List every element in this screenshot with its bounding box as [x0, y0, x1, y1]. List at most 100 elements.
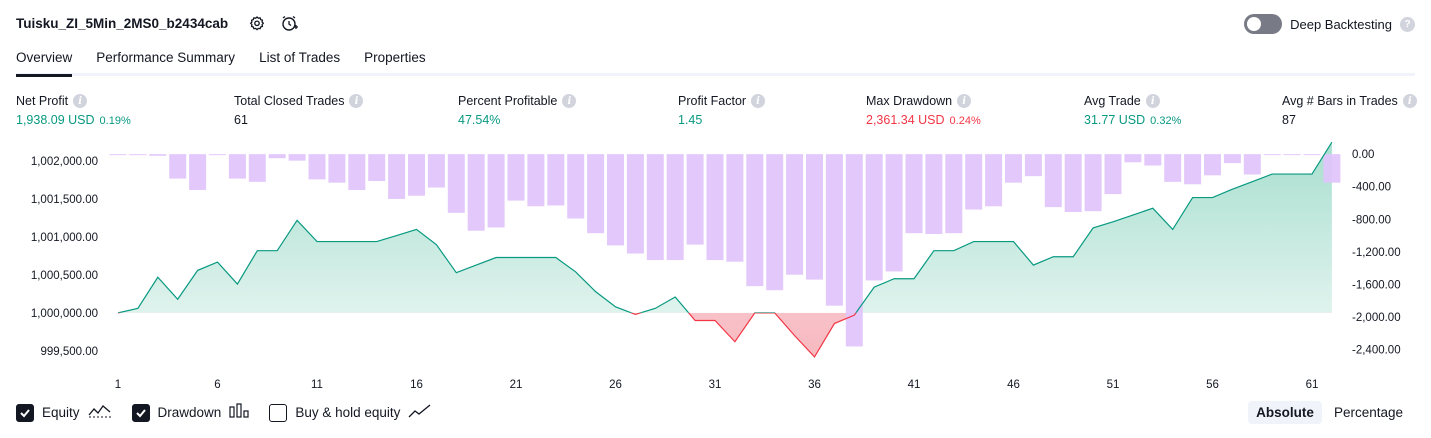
left-axis-tick-label: 1,000,500.00 — [31, 270, 98, 282]
strategy-header: Tuisku_ZI_5Min_2MS0_b2434cab Deep Backte… — [16, 10, 1415, 38]
percentage-button[interactable]: Percentage — [1333, 405, 1403, 420]
info-icon[interactable]: i — [73, 94, 88, 108]
metric-label: Net Profit — [16, 94, 69, 108]
drawdown-bar — [1124, 154, 1142, 163]
info-icon[interactable]: i — [1145, 94, 1160, 108]
metric-value: 1.45 — [678, 113, 703, 127]
drawdown-bar — [905, 154, 923, 234]
equity-area-negative — [118, 312, 1332, 357]
equity-checkbox[interactable] — [16, 403, 34, 422]
right-axis-tick-label: -400.00 — [1352, 182, 1391, 194]
deep-backtesting-toggle[interactable] — [1244, 14, 1283, 34]
drawdown-bar — [467, 154, 485, 231]
metric-value: 47.54% — [458, 113, 501, 127]
help-icon[interactable]: ? — [1400, 16, 1415, 32]
right-axis-tick-label: -800.00 — [1352, 214, 1391, 226]
add-alert-clock-icon[interactable] — [279, 13, 301, 35]
drawdown-bar — [965, 154, 983, 210]
metric-value: 61 — [234, 113, 248, 127]
drawdown-bar — [149, 154, 167, 156]
drawdown-bar — [228, 154, 246, 179]
drawdown-bar — [985, 154, 1003, 207]
metric-avg-bars-in-trades: Avg # Bars in Trades i 87 — [1282, 94, 1417, 127]
drawdown-bar — [1164, 154, 1182, 182]
x-axis-tick-label: 1 — [115, 379, 121, 391]
x-axis-tick-label: 41 — [908, 379, 921, 391]
tab-bar: Overview Performance Summary List of Tra… — [16, 46, 1415, 77]
drawdown-bar — [885, 154, 903, 272]
metric-label: Percent Profitable — [458, 94, 558, 108]
buy-hold-checkbox[interactable] — [269, 403, 288, 422]
drawdown-bar — [1263, 154, 1281, 156]
tab-performance-summary[interactable]: Performance Summary — [96, 50, 236, 65]
chart-legend: Equity Drawdown Buy & hold equity — [16, 403, 432, 422]
info-icon[interactable]: i — [957, 94, 972, 108]
tab-overview[interactable]: Overview — [16, 46, 73, 77]
drawdown-bar — [248, 154, 266, 182]
metric-value: 2,361.34 USD — [866, 113, 945, 127]
info-icon[interactable]: i — [751, 94, 766, 108]
drawdown-bar — [1064, 154, 1082, 212]
x-axis-tick-label: 21 — [510, 379, 523, 391]
metric-max-drawdown: Max Drawdown i 2,361.34 USD 0.24% — [866, 94, 981, 127]
legend-buy-hold-toggle[interactable]: Buy & hold equity — [269, 403, 432, 422]
drawdown-bar — [1104, 154, 1122, 195]
drawdown-bar — [786, 154, 804, 275]
metric-label: Avg Trade — [1084, 94, 1141, 108]
right-axis-tick-label: -2,400.00 — [1352, 345, 1401, 357]
drawdown-bar — [766, 154, 784, 291]
metric-percent: 0.32% — [1150, 115, 1182, 127]
drawdown-bar — [1223, 154, 1241, 164]
equity-line-icon — [88, 403, 112, 422]
drawdown-checkbox[interactable] — [131, 403, 150, 422]
drawdown-bar — [845, 154, 863, 347]
metric-value: 87 — [1282, 113, 1296, 127]
drawdown-bar — [1204, 154, 1221, 176]
drawdown-bar — [189, 154, 207, 190]
x-axis-tick-label: 56 — [1206, 379, 1219, 391]
left-axis-tick-label: 1,002,000.00 — [31, 156, 98, 168]
drawdown-bar — [447, 154, 465, 213]
absolute-button[interactable]: Absolute — [1248, 401, 1322, 424]
metric-value: 1,938.09 USD — [16, 113, 95, 127]
info-icon[interactable]: i — [1402, 94, 1417, 108]
drawdown-bar — [268, 154, 286, 159]
legend-drawdown-toggle[interactable]: Drawdown — [131, 403, 250, 422]
drawdown-bar — [388, 154, 406, 199]
x-axis-tick-label: 26 — [609, 379, 622, 391]
info-icon[interactable]: i — [562, 94, 577, 108]
tab-list-of-trades[interactable]: List of Trades — [259, 50, 341, 65]
equity-line-negative — [117, 312, 857, 358]
x-axis-tick-label: 31 — [709, 379, 722, 391]
drawdown-bar — [527, 154, 545, 207]
equity-area-positive — [118, 142, 1332, 313]
drawdown-bar — [646, 154, 664, 261]
right-axis-tick-label: -1,200.00 — [1352, 247, 1401, 259]
legend-equity-toggle[interactable]: Equity — [16, 403, 112, 422]
toggle-knob — [1247, 17, 1262, 31]
metric-avg-trade: Avg Trade i 31.77 USD 0.32% — [1084, 94, 1181, 127]
drawdown-bar — [626, 154, 644, 254]
drawdown-bar — [925, 154, 943, 234]
x-axis-tick-label: 51 — [1107, 379, 1120, 391]
metric-label: Avg # Bars in Trades — [1282, 94, 1398, 108]
drawdown-bar — [865, 154, 883, 281]
left-axis-tick-label: 1,001,000.00 — [31, 232, 98, 244]
settings-gear-icon[interactable] — [246, 13, 268, 35]
drawdown-bar — [825, 154, 843, 306]
drawdown-bar — [1303, 154, 1321, 156]
strategy-name: Tuisku_ZI_5Min_2MS0_b2434cab — [16, 16, 229, 31]
drawdown-bar — [686, 154, 704, 245]
metrics-row: Net Profit i 1,938.09 USD 0.19% Total Clos… — [16, 94, 1417, 130]
equity-drawdown-chart[interactable]: 1,002,000.00 1,001,500.00 1,001,000.00 1,00… — [0, 138, 1431, 394]
drawdown-bar — [746, 154, 764, 287]
metric-total-closed-trades: Total Closed Trades i 61 — [234, 94, 364, 127]
drawdown-bar — [666, 154, 684, 261]
tab-properties[interactable]: Properties — [364, 50, 426, 65]
drawdown-bar — [1044, 154, 1062, 208]
metric-label: Max Drawdown — [866, 94, 953, 108]
drawdown-bar — [328, 154, 346, 183]
info-icon[interactable]: i — [349, 94, 364, 108]
drawdown-bar — [209, 154, 226, 156]
metric-profit-factor: Profit Factor i 1.45 — [678, 94, 766, 127]
